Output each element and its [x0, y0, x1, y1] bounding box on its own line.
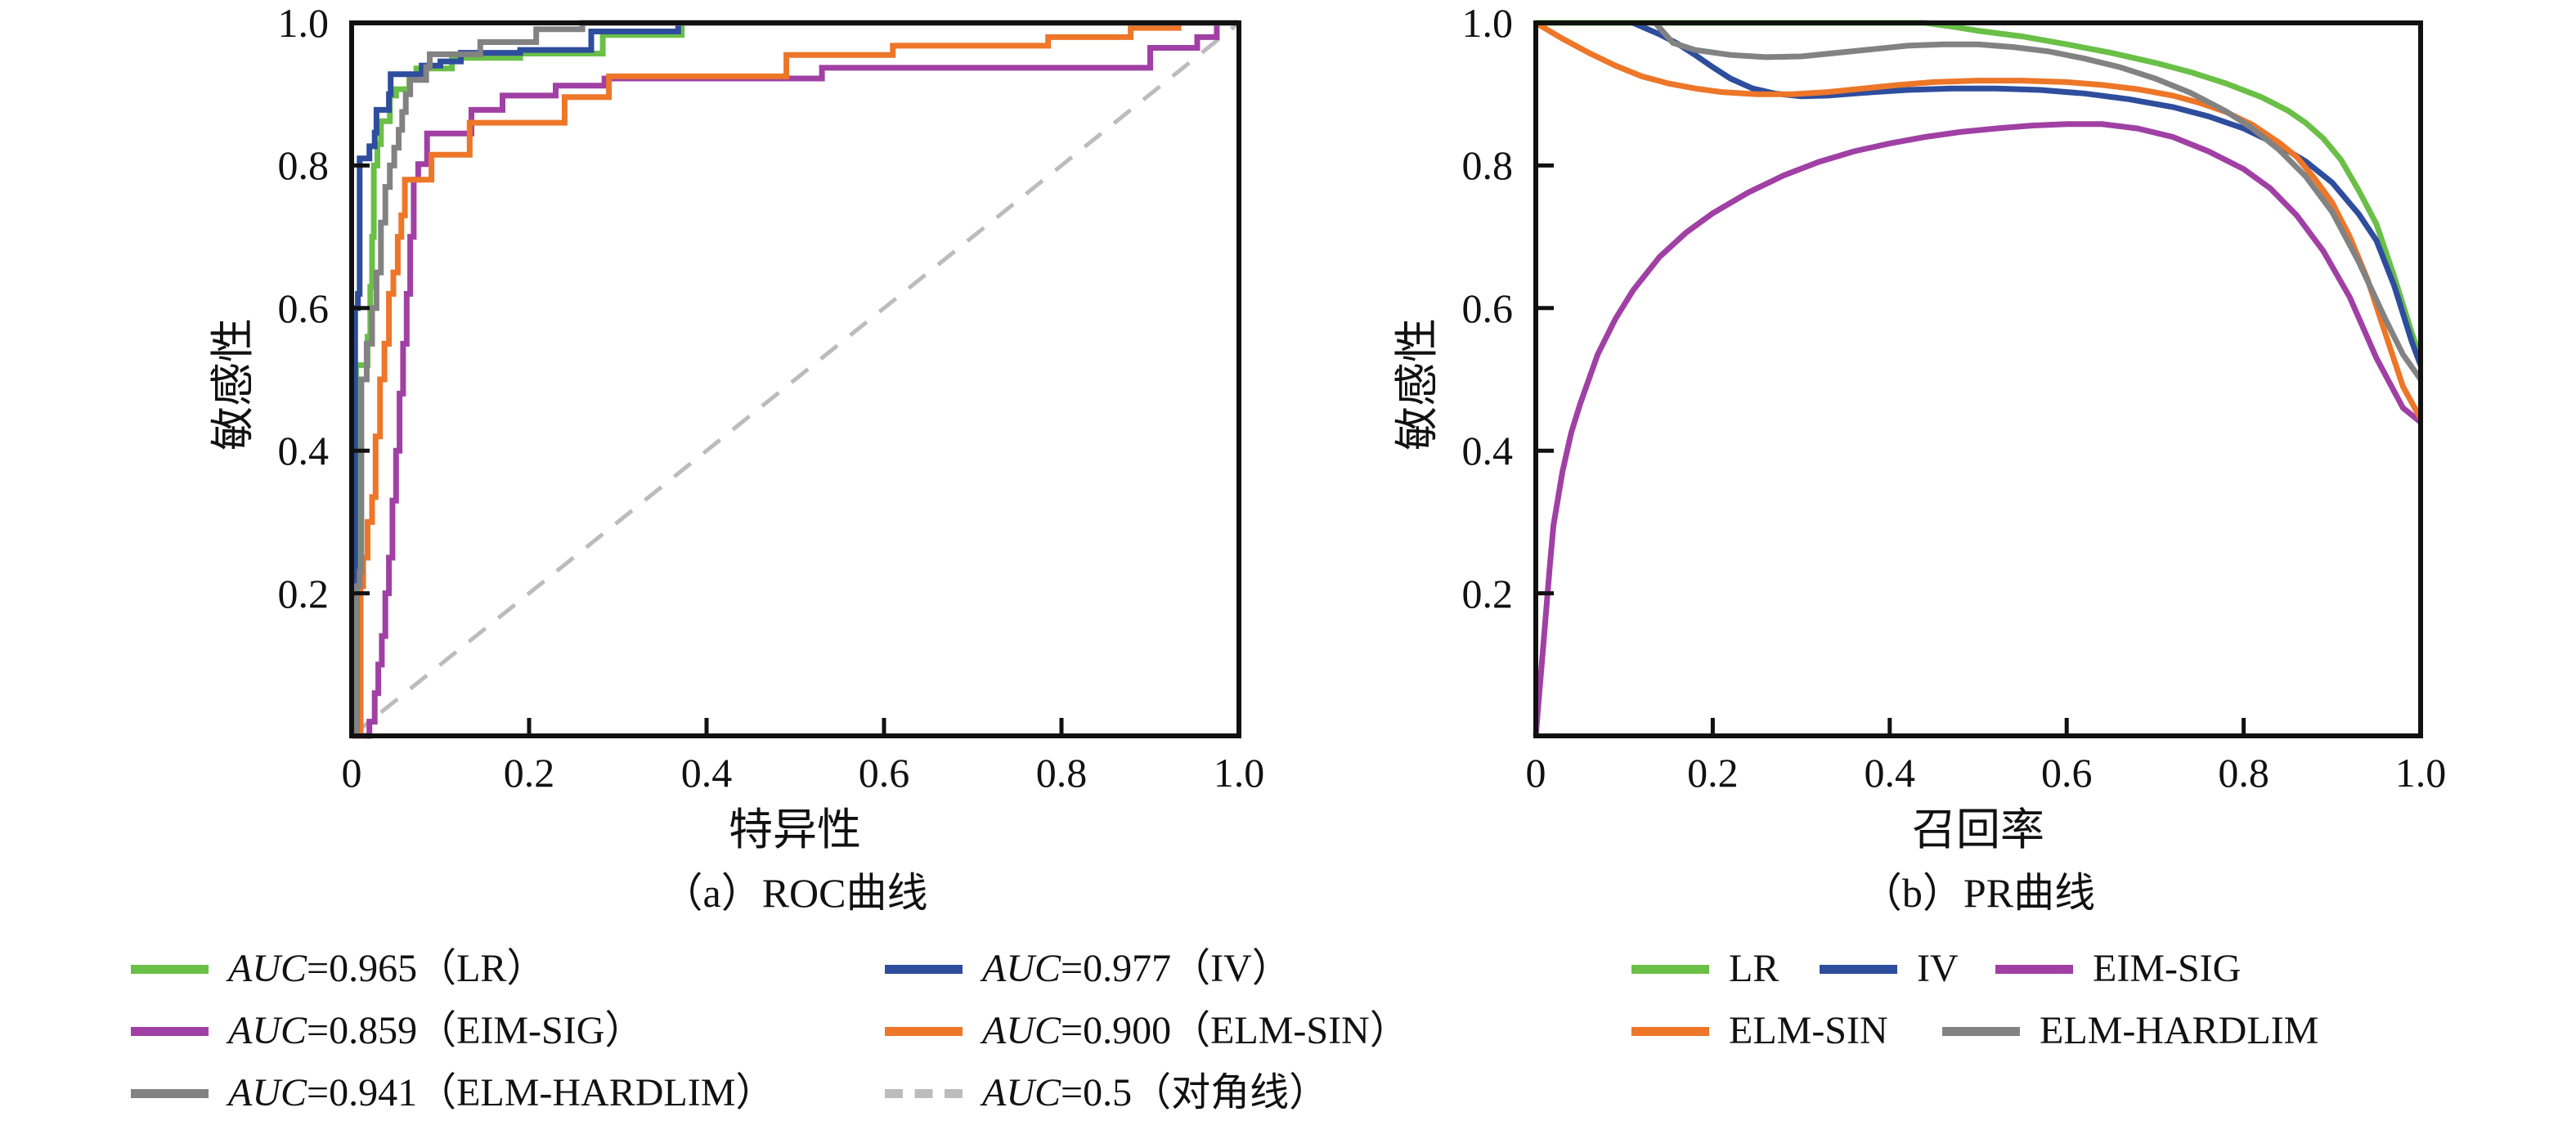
legend-label: AUC=0.977（IV）: [982, 947, 1291, 990]
legend-item-roc-elm-hardlim: AUC=0.941（ELM-HARDLIM）: [131, 1072, 774, 1114]
pr-curve-elm-hardlim: [1653, 20, 2423, 382]
legend-item-roc-eim-sig: AUC=0.859（EIM-SIG）: [131, 1010, 644, 1052]
pr-caption: （b）PR曲线: [1860, 870, 2096, 916]
pr-y-tick-label: 0.2: [1461, 570, 1514, 617]
diagonal-dashed-swatch: [885, 1088, 963, 1098]
roc-curve-elm-hardlim: [352, 20, 1239, 739]
roc-x-tick-label: 1.0: [1213, 750, 1265, 796]
legend-label: ELM-HARDLIM: [2040, 1009, 2319, 1052]
legend-item-roc-elm-sin: AUC=0.900（ELM-SIN）: [885, 1010, 1409, 1052]
pr-curve-elm-sin: [1534, 20, 2424, 420]
pr-x-tick-label: 0.6: [2040, 750, 2093, 796]
legend-label: EIM-SIG: [2093, 947, 2242, 990]
pr-x-tick-label: 0.2: [1687, 750, 1739, 796]
elm-hardlim-line-swatch: [1942, 1026, 2020, 1036]
legend-label: AUC=0.941（ELM-HARDLIM）: [228, 1071, 775, 1114]
roc-y-tick-label: 0.4: [277, 428, 330, 474]
legend-item-pr-elm-sin: ELM-SIN: [1631, 1010, 1888, 1052]
eim-sig-line-swatch: [131, 1026, 209, 1036]
eim-sig-line-swatch: [1995, 964, 2073, 974]
roc-curve-iv: [352, 20, 1239, 739]
pr-y-tick-label: 0.8: [1461, 142, 1514, 189]
elm-hardlim-line-swatch: [131, 1088, 209, 1098]
pr-plot-border: [1533, 20, 2423, 738]
roc-x-tick-label: 0.4: [680, 750, 733, 796]
roc-curve-eim-sig: [352, 20, 1239, 739]
roc-x-tick-label: 0.8: [1035, 750, 1088, 796]
pr-x-tick-label: 0: [1525, 750, 1546, 796]
roc-plot-border: [349, 20, 1241, 738]
legend-item-pr-elm-hardlim: ELM-HARDLIM: [1942, 1010, 2318, 1052]
pr-x-tick-label: 0.8: [2218, 750, 2269, 796]
pr-curve-eim-sig: [1533, 121, 2423, 737]
roc-y-tick-label: 0.6: [277, 285, 330, 331]
pr-x-tick-label: 0.4: [1864, 750, 1916, 796]
legend-item-roc-iv: AUC=0.977（IV）: [885, 948, 1291, 990]
pr-curve-iv: [1631, 20, 2424, 366]
roc-diagonal-reference-line: [350, 21, 1241, 738]
legend-label: LR: [1729, 947, 1779, 990]
legend-item-pr-eim-sig: EIM-SIG: [1995, 948, 2241, 990]
pr-curve-lr: [1536, 20, 2424, 359]
legend-label: ELM-SIN: [1729, 1009, 1888, 1052]
pr-y-tick-label: 0.6: [1461, 285, 1514, 331]
pr-y-tick-label: 1.0: [1461, 0, 1514, 46]
roc-y-tick-label: 0.2: [277, 570, 330, 617]
legend-item-roc-lr: AUC=0.965（LR）: [131, 948, 545, 990]
iv-line-swatch: [1820, 964, 1897, 974]
roc-x-tick-label: 0.2: [503, 750, 555, 796]
legend-label: AUC=0.5（对角线）: [982, 1071, 1329, 1114]
iv-line-swatch: [885, 964, 963, 974]
roc-y-tick-label: 1.0: [277, 0, 330, 46]
roc-y-tick-label: 0.8: [277, 142, 330, 189]
roc-x-axis-label: 特异性: [729, 805, 861, 854]
roc-curve-elm-sin: [352, 20, 1239, 739]
pr-y-tick-label: 0.4: [1461, 428, 1514, 474]
legend-label: AUC=0.965（LR）: [228, 947, 546, 990]
elm-sin-line-swatch: [885, 1026, 963, 1036]
legend-item-pr-iv: IV: [1820, 948, 1959, 990]
roc-x-tick-label: 0: [341, 750, 362, 796]
lr-line-swatch: [1631, 964, 1709, 974]
pr-x-axis-label: 召回率: [1912, 805, 2044, 854]
legend-label: IV: [1917, 947, 1959, 990]
roc-caption: （a）ROC曲线: [662, 870, 928, 916]
legend-label: AUC=0.859（EIM-SIG）: [228, 1009, 644, 1052]
legend-item-roc-diagonal: AUC=0.5（对角线）: [885, 1072, 1328, 1114]
lr-line-swatch: [131, 964, 209, 974]
legend-item-pr-lr: LR: [1631, 948, 1779, 990]
elm-sin-line-swatch: [1631, 1026, 1709, 1036]
roc-x-tick-label: 0.6: [858, 750, 910, 796]
pr-x-tick-label: 1.0: [2394, 750, 2447, 796]
legend-label: AUC=0.900（ELM-SIN）: [982, 1009, 1409, 1052]
